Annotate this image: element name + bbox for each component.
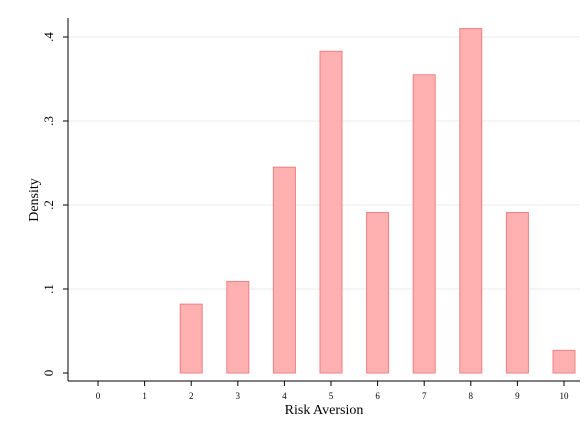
x-tick-label-10: 10 — [560, 391, 570, 401]
bar-2 — [179, 303, 203, 374]
x-tick-label-5: 5 — [329, 391, 334, 401]
bar-4 — [272, 166, 296, 374]
bar-6 — [366, 212, 390, 374]
x-tick-label-4: 4 — [282, 391, 287, 401]
bar-10 — [552, 349, 576, 374]
x-tick-label-6: 6 — [375, 391, 380, 401]
bars — [179, 28, 576, 374]
x-tick-label-2: 2 — [189, 391, 194, 401]
bar-7 — [412, 74, 436, 374]
x-axis-title: Risk Aversion — [285, 403, 364, 418]
bar-8 — [459, 28, 483, 374]
y-tick-label-4: .4 — [41, 32, 56, 42]
x-tick-label-1: 1 — [142, 391, 147, 401]
axes — [67, 18, 580, 382]
y-axis-title: Density — [27, 178, 42, 222]
bar-5 — [319, 50, 343, 374]
y-tick-label-1: .1 — [41, 284, 56, 294]
x-tick-label-9: 9 — [515, 391, 520, 401]
x-tick-label-8: 8 — [469, 391, 474, 401]
bar-3 — [226, 280, 250, 374]
x-tick-label-7: 7 — [422, 391, 427, 401]
ticks: 0 .1 .2 .3 .4 0 1 2 3 4 5 6 7 8 9 10 — [41, 32, 569, 401]
bar-9 — [505, 212, 529, 374]
y-tick-label-0: 0 — [41, 370, 56, 377]
y-tick-label-2: .2 — [41, 200, 56, 210]
x-tick-label-0: 0 — [96, 391, 101, 401]
x-tick-label-3: 3 — [236, 391, 241, 401]
y-tick-label-3: .3 — [41, 116, 56, 126]
